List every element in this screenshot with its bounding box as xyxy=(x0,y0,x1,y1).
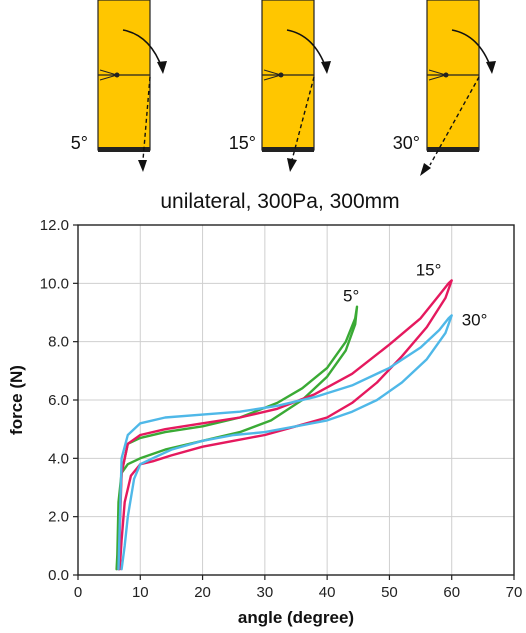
series-line-5deg xyxy=(115,305,359,571)
force-angle-chart: 0 10 20 30 40 50 60 70 0.0 2.0 4.0 6.0 8.0 10.0 12.0 a… xyxy=(7,217,522,627)
angle-label-30deg: 30° xyxy=(393,133,420,153)
pivot-dot-5deg xyxy=(114,72,120,78)
y-tick-label: 12.0 xyxy=(40,217,69,234)
diagram-30deg: 30° xyxy=(393,0,496,176)
rotation-arrowhead-5deg xyxy=(157,61,167,74)
panel-base-5deg xyxy=(98,147,150,152)
series-line-30deg xyxy=(117,314,453,571)
y-tick-label: 10.0 xyxy=(40,275,69,292)
diagram-5deg: 5° xyxy=(71,0,167,172)
pivot-dot-15deg xyxy=(278,72,284,78)
rotation-arrowhead-30deg xyxy=(486,61,496,74)
deflection-dashed-15deg xyxy=(291,76,315,161)
rotation-arrowhead-15deg xyxy=(321,61,331,74)
y-tick-label: 6.0 xyxy=(48,392,69,409)
series-label-30deg: 30° xyxy=(462,310,488,329)
x-tick-label: 20 xyxy=(194,584,211,601)
series-label-15deg: 15° xyxy=(416,260,442,279)
condition-caption: unilateral, 300Pa, 300mm xyxy=(160,190,399,213)
x-tick-label: 0 xyxy=(74,584,82,601)
diagram-15deg: 15° xyxy=(229,0,331,172)
x-tick-label: 10 xyxy=(132,584,149,601)
x-tick-label: 60 xyxy=(443,584,460,601)
panel-base-15deg xyxy=(262,147,314,152)
axis-ticks: 0 10 20 30 40 50 60 70 0.0 2.0 4.0 6.0 8.0 10.0 12.0 xyxy=(40,217,523,601)
y-tick-label: 0.0 xyxy=(48,567,69,584)
x-tick-label: 70 xyxy=(506,584,523,601)
pivot-dot-30deg xyxy=(443,72,449,78)
y-tick-label: 2.0 xyxy=(48,509,69,526)
y-tick-label: 4.0 xyxy=(48,450,69,467)
y-tick-label: 8.0 xyxy=(48,334,69,351)
angle-label-15deg: 15° xyxy=(229,133,256,153)
series-line-15deg xyxy=(117,279,453,571)
deflection-arrowhead-15deg xyxy=(287,158,297,172)
x-tick-label: 30 xyxy=(257,584,274,601)
series-layer xyxy=(115,279,453,571)
x-axis-title: angle (degree) xyxy=(238,608,354,627)
x-tick-label: 40 xyxy=(319,584,336,601)
x-tick-label: 50 xyxy=(381,584,398,601)
panel-base-30deg xyxy=(427,147,479,152)
angle-label-5deg: 5° xyxy=(71,133,88,153)
y-axis-title: force (N) xyxy=(7,365,26,435)
deflection-dashed-30deg xyxy=(429,76,480,166)
deflection-arrowhead-5deg xyxy=(138,160,147,172)
series-label-5deg: 5° xyxy=(343,287,359,306)
deflection-arrowhead-30deg xyxy=(420,163,431,176)
